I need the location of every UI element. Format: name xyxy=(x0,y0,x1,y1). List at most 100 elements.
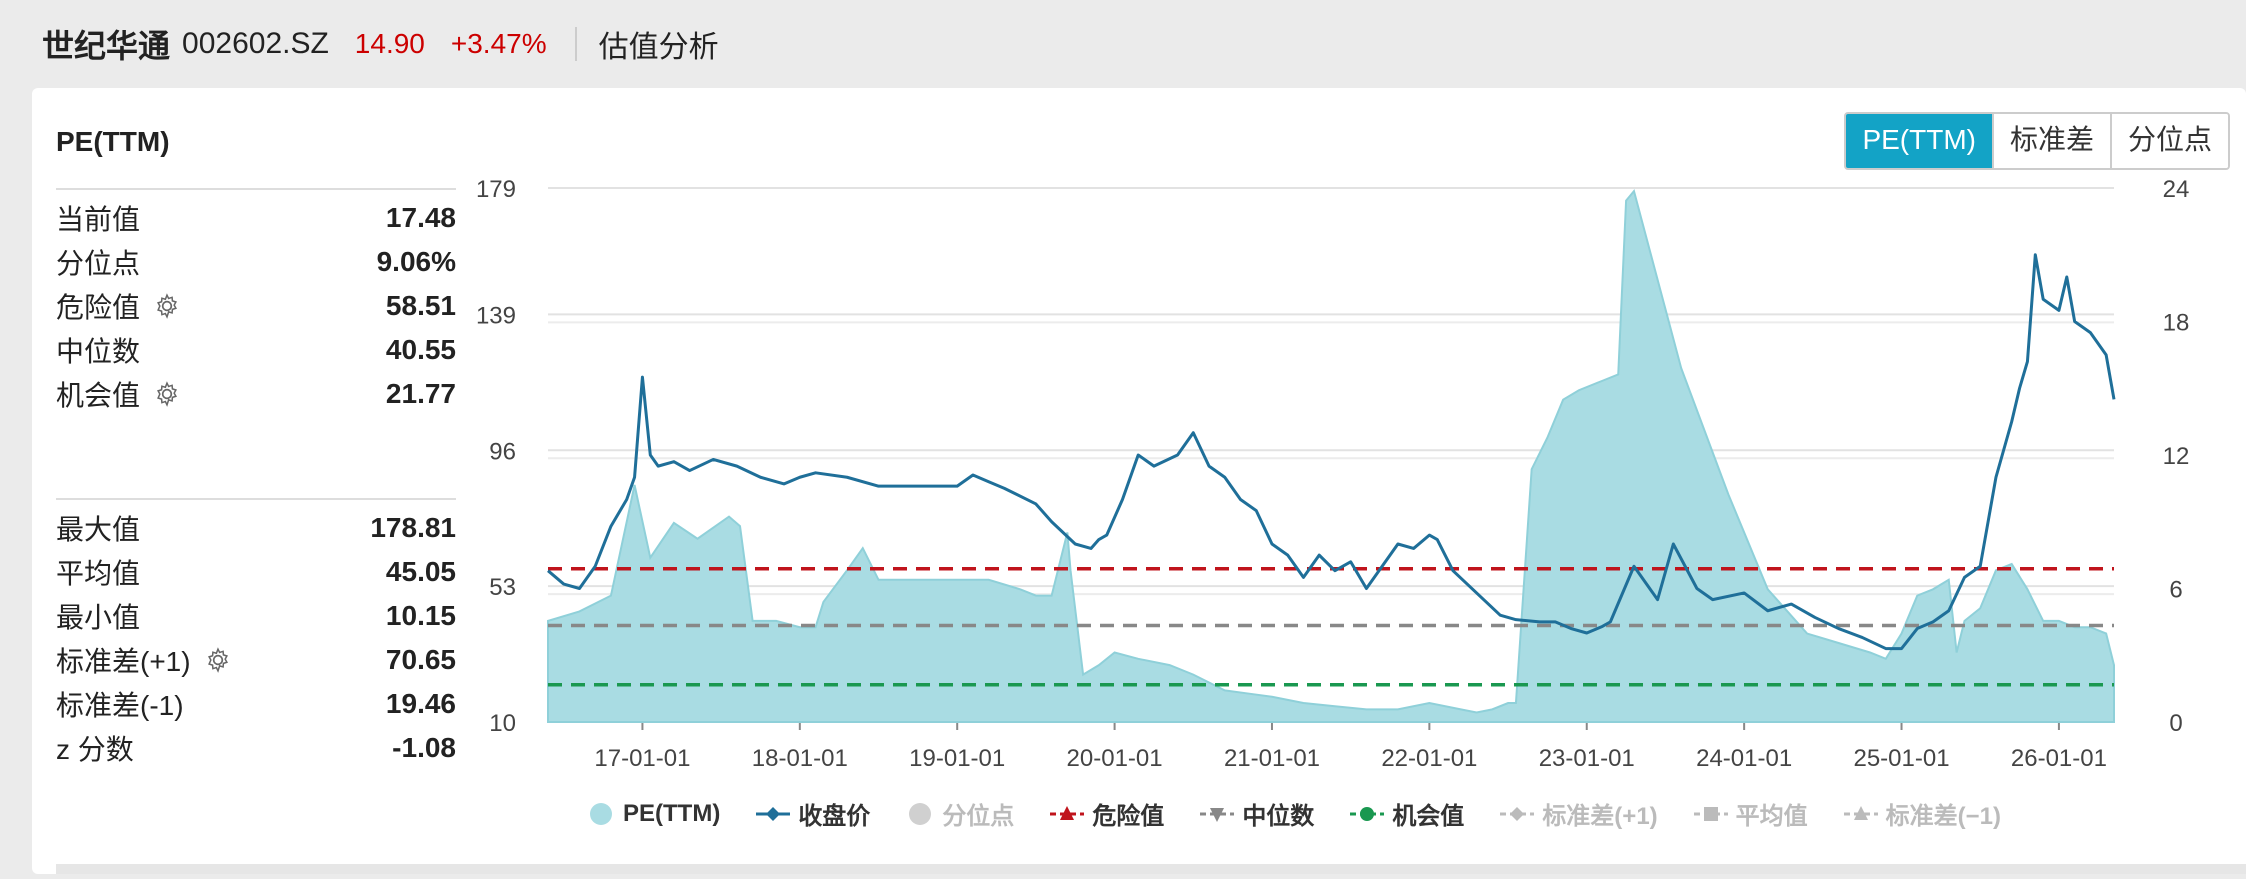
stock-header: 世纪华通 002602.SZ 14.90 +3.47% 估值分析 xyxy=(0,0,2246,88)
legend-marker-icon xyxy=(1050,805,1085,820)
tab-pe-ttm[interactable]: PE(TTM) xyxy=(1846,114,1992,168)
stats-group-current: 当前值 17.48 分位点 9.06% 危险值 58.51 中位数 40.55 机会值 21.77 xyxy=(56,188,456,416)
close-price-line xyxy=(547,253,2116,651)
stat-row: 平均值 45.05 xyxy=(56,550,456,594)
y-left-tick-label: 139 xyxy=(476,302,516,329)
stat-value: 58.51 xyxy=(385,290,456,321)
stat-value: 10.15 xyxy=(385,600,456,631)
y-right-tick-label: 12 xyxy=(2163,443,2190,470)
stat-row: 当前值 17.48 xyxy=(56,196,456,240)
stat-label: 中位数 xyxy=(56,336,141,367)
stat-row: 分位点 9.06% xyxy=(56,240,456,284)
stat-label-wrap: 最大值 xyxy=(56,508,140,548)
legend-label: PE(TTM) xyxy=(623,799,721,827)
stat-label-wrap: 机会值 xyxy=(56,374,180,414)
legend-label: 中位数 xyxy=(1242,803,1315,830)
y-right-tick-label: 18 xyxy=(2163,310,2190,337)
legend-label: 收盘价 xyxy=(798,803,871,830)
page-title: 估值分析 xyxy=(598,31,719,64)
stat-label: z 分数 xyxy=(56,734,134,765)
stock-name: 世纪华通 xyxy=(42,28,171,64)
chart-area: 179 139 96 53 10 24 18 12 6 0 17-01-01 18-01-01 19-0… xyxy=(32,88,2246,874)
stat-value: 19.46 xyxy=(385,688,456,719)
stat-row: z 分数 -1.08 xyxy=(56,726,456,770)
y-right-tick-label: 24 xyxy=(2163,176,2190,203)
stats-panel: 当前值 17.48 分位点 9.06% 危险值 58.51 中位数 40.55 机会值 21.77… xyxy=(56,188,456,770)
stat-label: 最小值 xyxy=(56,602,141,633)
legend-marker-icon xyxy=(1200,807,1235,822)
legend-item[interactable]: 标准差(+1) xyxy=(1500,796,1658,831)
legend-item[interactable]: 中位数 xyxy=(1200,796,1314,831)
stock-price: 14.90 xyxy=(354,28,425,59)
stat-label-wrap: 当前值 xyxy=(56,198,140,238)
y-right-tick-label: 6 xyxy=(2169,577,2182,604)
legend-label: 危险值 xyxy=(1092,803,1165,830)
bottom-scroll-strip[interactable] xyxy=(56,864,2246,874)
legend-item[interactable]: 机会值 xyxy=(1350,796,1464,831)
stat-value: -1.08 xyxy=(392,732,456,763)
stat-label: 平均值 xyxy=(56,558,141,589)
header-divider xyxy=(574,27,577,61)
x-tick-label: 20-01-01 xyxy=(1067,745,1163,772)
legend-item[interactable]: 收盘价 xyxy=(756,796,870,831)
x-tick-label: 21-01-01 xyxy=(1224,745,1320,772)
stat-label-wrap: 标准差(-1) xyxy=(56,684,184,724)
stat-label-wrap: 危险值 xyxy=(56,286,180,326)
legend-item[interactable]: PE(TTM) xyxy=(587,800,720,828)
stat-label-wrap: 标准差(+1) xyxy=(56,640,231,680)
y-left-tick-label: 10 xyxy=(489,710,516,737)
x-tick-label: 23-01-01 xyxy=(1539,745,1635,772)
stat-value: 9.06% xyxy=(376,246,456,277)
gear-icon[interactable] xyxy=(154,293,180,319)
stat-value: 21.77 xyxy=(385,378,456,409)
legend-label: 平均值 xyxy=(1735,803,1808,830)
legend-item[interactable]: 平均值 xyxy=(1693,796,1808,831)
stat-label: 机会值 xyxy=(56,380,141,411)
valuation-chart[interactable]: 179 139 96 53 10 24 18 12 6 0 17-01-01 18-01-01 19-0… xyxy=(32,88,2246,874)
legend-label: 分位点 xyxy=(942,803,1015,830)
legend-label: 标准差(+1) xyxy=(1542,803,1658,830)
stat-label: 危险值 xyxy=(56,292,141,323)
stat-label: 标准差(+1) xyxy=(56,646,191,677)
legend-marker-icon xyxy=(590,802,612,825)
legend-marker-icon xyxy=(1500,806,1535,821)
legend-marker-icon xyxy=(1350,806,1385,821)
stat-row: 危险值 58.51 xyxy=(56,284,456,328)
stats-group-summary: 最大值 178.81 平均值 45.05 最小值 10.15 标准差(+1) 70.65 标准差… xyxy=(56,498,456,770)
stat-label-wrap: 中位数 xyxy=(56,330,140,370)
x-tick-label: 25-01-01 xyxy=(1853,745,1949,772)
x-tick-label: 19-01-01 xyxy=(909,745,1005,772)
stat-label-wrap: 分位点 xyxy=(56,242,140,282)
stat-label-wrap: 平均值 xyxy=(56,552,140,592)
metric-tab-group: PE(TTM) 标准差 分位点 xyxy=(1844,112,2230,170)
tab-percentile[interactable]: 分位点 xyxy=(2109,114,2228,168)
gear-icon[interactable] xyxy=(205,647,231,673)
valuation-card: PE(TTM) PE(TTM) 标准差 分位点 当前值 17.48 分位点 9.06%… xyxy=(32,88,2246,874)
stat-row: 标准差(+1) 70.65 xyxy=(56,638,456,682)
y-left-tick-label: 96 xyxy=(489,438,516,465)
legend-marker-icon xyxy=(1843,805,1878,820)
legend-item[interactable]: 分位点 xyxy=(906,796,1014,831)
stat-value: 45.05 xyxy=(385,556,456,587)
legend-label: 机会值 xyxy=(1392,803,1465,830)
tab-std-dev[interactable]: 标准差 xyxy=(1991,114,2110,168)
stat-row: 最大值 178.81 xyxy=(56,506,456,550)
stat-value: 178.81 xyxy=(370,512,456,543)
stat-label-wrap: z 分数 xyxy=(56,728,134,768)
legend-label: 标准差(−1) xyxy=(1885,803,2002,830)
gear-icon[interactable] xyxy=(154,381,180,407)
x-tick-label: 18-01-01 xyxy=(752,745,848,772)
stat-label: 标准差(-1) xyxy=(56,690,184,721)
legend-item[interactable]: 危险值 xyxy=(1050,796,1164,831)
stat-label-wrap: 最小值 xyxy=(56,596,140,636)
pe-ttm-area xyxy=(547,189,2115,723)
stat-value: 17.48 xyxy=(385,202,456,233)
stat-row: 机会值 21.77 xyxy=(56,372,456,416)
x-tick-label: 22-01-01 xyxy=(1381,745,1477,772)
legend-marker-icon xyxy=(909,802,932,825)
y-right-tick-label: 0 xyxy=(2169,710,2182,737)
stat-label: 当前值 xyxy=(56,204,141,235)
legend-item[interactable]: 标准差(−1) xyxy=(1843,796,2002,831)
stat-value: 40.55 xyxy=(385,334,456,365)
stat-label: 分位点 xyxy=(56,248,141,279)
